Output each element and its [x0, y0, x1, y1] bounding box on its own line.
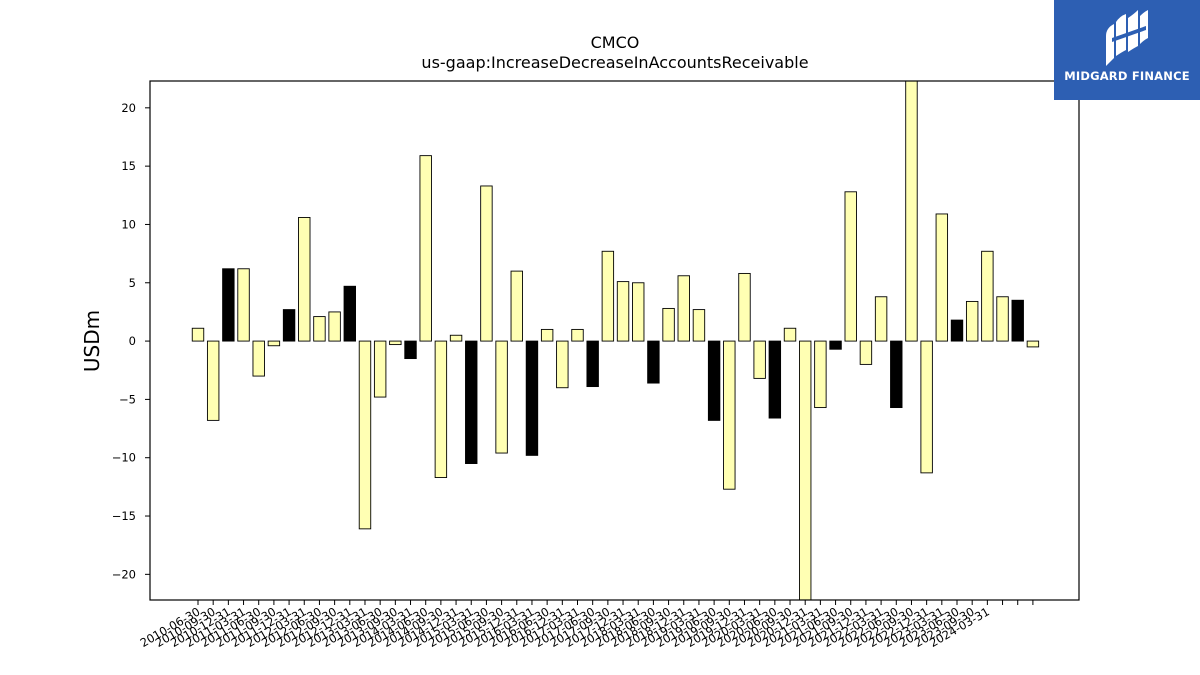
bar — [525, 340, 539, 456]
bar — [586, 340, 599, 388]
bar — [298, 217, 311, 342]
y-tick-label: 20 — [121, 101, 136, 115]
bar — [389, 340, 402, 346]
bar — [738, 272, 751, 342]
bar — [814, 340, 827, 409]
bar — [282, 309, 296, 342]
bar — [677, 275, 690, 342]
y-tick-label: −20 — [112, 567, 136, 581]
bar — [753, 340, 766, 379]
bar — [1026, 340, 1040, 348]
bar — [449, 334, 463, 342]
bar — [434, 340, 448, 478]
bar — [1011, 299, 1024, 342]
bar — [237, 268, 250, 342]
bar — [540, 328, 554, 342]
bar — [723, 340, 736, 490]
y-axis: −20 −15 −10 −5 0 5 10 15 20 — [112, 101, 150, 581]
y-tick-label: 10 — [121, 217, 136, 231]
chart-subtitle: us-gaap:IncreaseDecreaseInAccountsReceiv… — [421, 53, 808, 72]
bar — [358, 340, 372, 530]
bar — [950, 319, 964, 342]
bar — [935, 213, 949, 342]
bar — [571, 328, 584, 342]
bar — [480, 185, 493, 342]
bar — [662, 307, 675, 342]
bar — [768, 340, 782, 419]
chart-title: CMCO — [591, 33, 640, 52]
plot-frame — [149, 80, 1080, 601]
bar — [859, 340, 873, 365]
y-tick-label: −15 — [112, 509, 136, 523]
bar — [328, 311, 341, 342]
bar — [692, 309, 706, 342]
x-axis: 2010-06-302010-09-302010-12-312011-03-31… — [138, 600, 1034, 650]
bar — [343, 285, 356, 342]
bar — [996, 296, 1009, 342]
bar — [510, 270, 523, 342]
y-tick-label: 15 — [121, 159, 136, 173]
bar — [267, 340, 281, 347]
bar — [981, 250, 994, 342]
y-tick-label: −10 — [112, 451, 136, 465]
bars-group — [191, 80, 1040, 601]
bar — [373, 340, 387, 398]
brand-logo: MIDGARD FINANCE — [1054, 0, 1200, 100]
bar — [890, 340, 903, 409]
bar — [647, 340, 660, 384]
bar — [920, 340, 933, 474]
midgard-logo-icon — [1106, 10, 1148, 66]
y-tick-label: 5 — [129, 276, 136, 290]
y-tick-label: 0 — [129, 334, 136, 348]
bar — [799, 340, 812, 601]
bar — [404, 340, 417, 360]
bar — [905, 80, 918, 342]
bar — [965, 300, 979, 342]
bar — [829, 340, 842, 350]
y-axis-label: USDm — [80, 310, 104, 372]
bar — [252, 340, 265, 377]
y-tick-label: −5 — [119, 392, 136, 406]
bar — [419, 155, 432, 342]
bar — [556, 340, 569, 389]
bar — [632, 282, 645, 342]
bar — [844, 191, 857, 342]
bar — [601, 250, 615, 342]
bar — [222, 268, 235, 342]
bar — [874, 296, 888, 342]
bar — [495, 340, 508, 454]
bar — [313, 316, 326, 342]
bar — [707, 340, 721, 421]
brand-name: MIDGARD FINANCE — [1064, 69, 1190, 83]
bar — [191, 327, 205, 342]
bar — [465, 340, 478, 464]
bar — [783, 327, 797, 342]
bar — [206, 340, 220, 421]
bar — [616, 281, 630, 342]
